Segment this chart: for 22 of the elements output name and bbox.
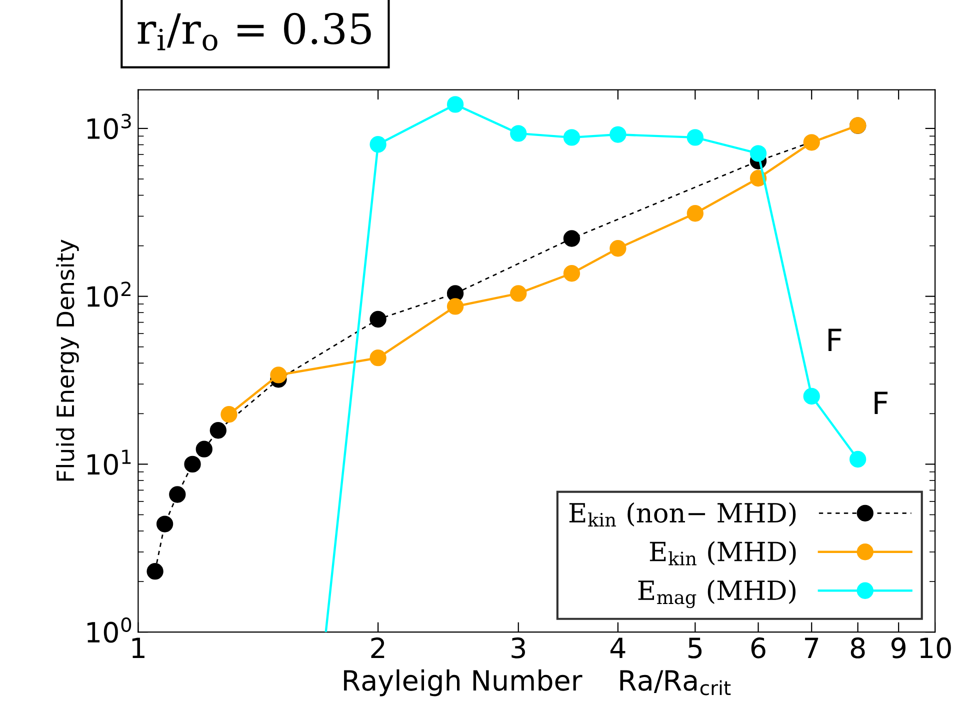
- x-axis-title: Rayleigh Number Ra/Ra$_{crit}$: [344, 669, 731, 696]
- y-tick-label: 10$^{2}$: [87, 282, 130, 308]
- x-tick-label: 4: [610, 638, 626, 658]
- x-tick-label: 10: [920, 637, 951, 658]
- legend-label: E$_{mag}$ (MHD): [638, 580, 796, 608]
- y-axis-title: Fluid Energy Density: [56, 240, 79, 481]
- x-tick-label: 8: [850, 637, 865, 658]
- legend-label: E$_{kin}$ (non− MHD): [569, 502, 796, 526]
- x-tick-label: 9: [892, 637, 906, 658]
- annotation: F: [874, 392, 888, 414]
- annotation: F: [828, 328, 842, 351]
- x-tick-label: 5: [688, 638, 702, 658]
- y-tick-label: 10$^{0}$: [87, 617, 132, 643]
- y-tick-label: 10$^{3}$: [87, 114, 131, 140]
- x-tick-label: 6: [751, 637, 766, 658]
- chart-title: r$_{i}$/r$_{o}$ = 0.35: [138, 12, 371, 51]
- y-tick-label: 10$^{1}$: [87, 450, 131, 475]
- x-tick-label: 1: [132, 638, 144, 658]
- x-tick-label: 2: [371, 637, 384, 658]
- x-tick-label: 3: [512, 637, 525, 658]
- legend-label: E$_{kin}$ (MHD): [650, 541, 796, 566]
- x-tick-label: 7: [805, 638, 818, 658]
